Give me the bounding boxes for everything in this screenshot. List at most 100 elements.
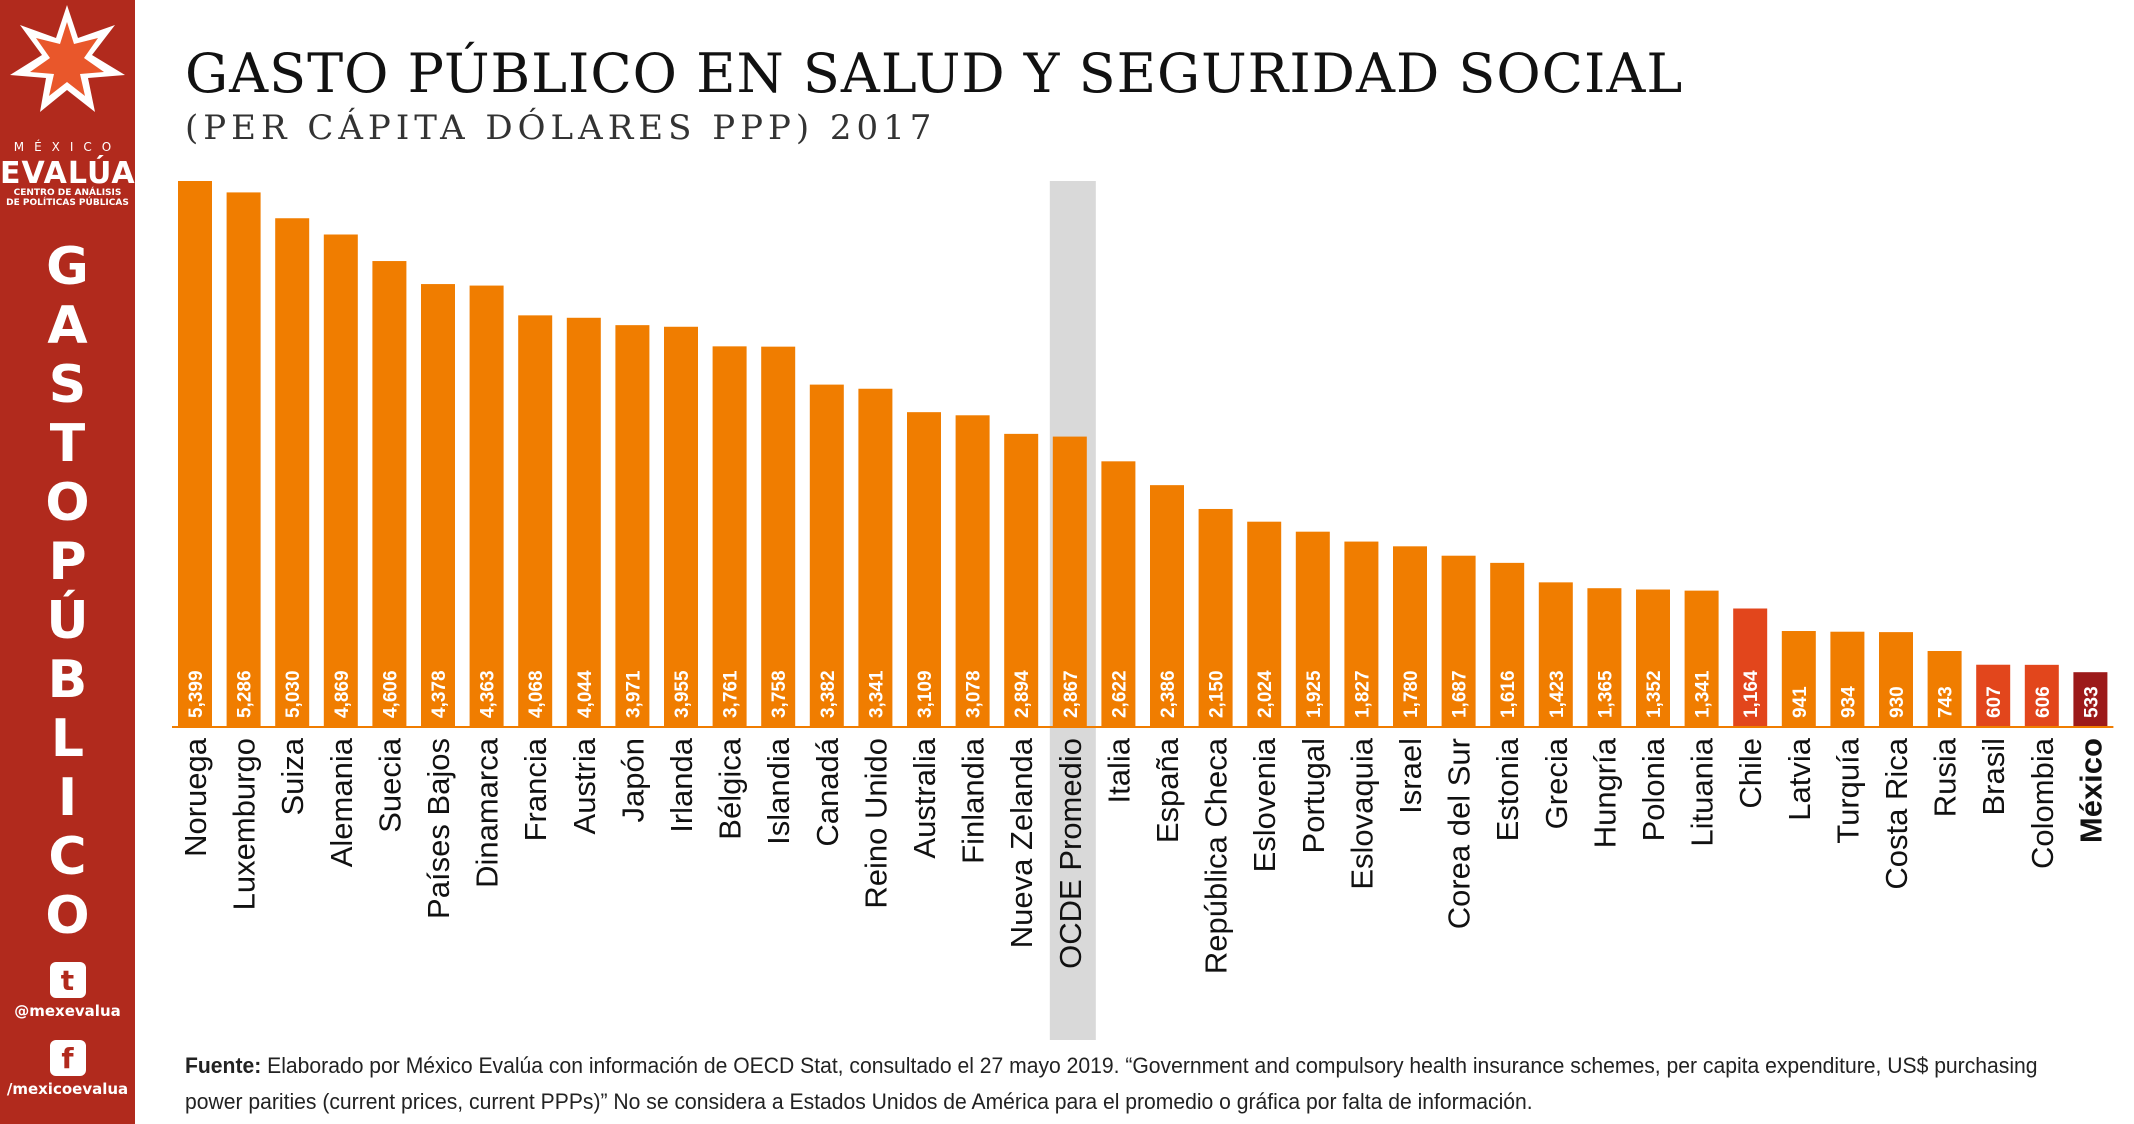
category-label: Portugal [1296, 738, 1331, 853]
data-label: 3,078 [964, 670, 985, 718]
category-label: Alemania [324, 737, 359, 867]
vertical-letter: I [57, 768, 78, 828]
category-label: Islandia [761, 737, 796, 845]
category-label: Polonia [1636, 737, 1671, 841]
data-label: 3,761 [721, 670, 742, 718]
bar [1393, 546, 1427, 726]
brand-subtitle-line-1: CENTRO DE ANÁLISIS [13, 188, 122, 198]
category-label: Israel [1393, 738, 1428, 814]
data-label: 3,758 [769, 670, 790, 718]
data-label: 2,894 [1012, 670, 1033, 718]
sidebar: MÉXICO EVALÚA CENTRO DE ANÁLISIS DE POLÍ… [0, 0, 135, 1124]
vertical-letter: C [48, 827, 87, 887]
category-label: Rusia [1928, 737, 1963, 817]
bar [1052, 436, 1087, 726]
category-label: Corea del Sur [1442, 738, 1477, 929]
source-text: Elaborado por México Evalúa con informac… [185, 1053, 2038, 1114]
data-label: 4,044 [575, 670, 596, 718]
bar [178, 181, 212, 726]
bar [469, 285, 504, 726]
brand-top: MÉXICO [13, 140, 122, 154]
bar [1247, 521, 1282, 726]
vertical-letter: G [46, 237, 89, 297]
category-label: República Checa [1199, 737, 1234, 974]
category-label: Chile [1733, 738, 1768, 809]
facebook-handle: /mexicoevalua [6, 1080, 129, 1098]
vertical-letter: T [49, 414, 86, 474]
facebook-link[interactable]: f /mexicoevalua [0, 1040, 135, 1098]
category-label: Nueva Zelanda [1004, 737, 1039, 948]
bar [1004, 433, 1039, 726]
bar [1490, 562, 1525, 726]
data-label: 1,616 [1498, 670, 1519, 718]
bar [907, 412, 941, 726]
data-label: 1,352 [1644, 670, 1665, 718]
twitter-link[interactable]: t @mexevalua [0, 962, 135, 1020]
brand-subtitle: CENTRO DE ANÁLISIS DE POLÍTICAS PÚBLICAS [0, 188, 135, 208]
category-label: Australia [907, 737, 942, 858]
category-label: Reino Unido [858, 738, 893, 909]
bar [1684, 590, 1719, 726]
category-label: Colombia [2025, 737, 2060, 869]
vertical-letter: Ú [46, 591, 89, 651]
category-label: Turquía [1830, 737, 1865, 843]
bar [1976, 664, 2011, 726]
bar [1927, 650, 1962, 726]
bar [761, 346, 796, 726]
source-label: Fuente: [185, 1053, 262, 1078]
category-label: Bélgica [713, 737, 748, 839]
data-label: 2,024 [1255, 670, 1276, 718]
bar [955, 415, 990, 726]
bar [566, 317, 601, 726]
chart-subtitle: (PER CÁPITA DÓLARES PPP) 2017 [185, 108, 937, 148]
bar [518, 315, 553, 726]
category-label: Países Bajos [421, 738, 456, 919]
category-label: Finlandia [956, 737, 991, 864]
facebook-icon: f [49, 1040, 86, 1076]
twitter-icon: t [49, 962, 86, 998]
data-label: 941 [1790, 686, 1811, 718]
data-label: 4,869 [332, 670, 353, 718]
bar [1150, 485, 1184, 726]
category-label: España [1150, 737, 1185, 843]
data-label: 5,030 [283, 670, 304, 718]
bar [664, 326, 698, 726]
bar [421, 284, 455, 726]
category-label: Japón [615, 738, 650, 822]
category-label: Estonia [1490, 737, 1525, 841]
brand-name: EVALÚA [0, 156, 136, 191]
bar [1101, 461, 1136, 726]
data-label: 4,068 [526, 670, 547, 718]
data-label: 3,971 [623, 670, 644, 718]
category-label: Noruega [178, 737, 213, 857]
data-label: 3,341 [866, 670, 887, 718]
category-label: Latvia [1782, 737, 1817, 820]
data-label: 4,378 [429, 670, 450, 718]
data-label: 3,109 [915, 670, 936, 718]
data-label: 533 [2081, 686, 2102, 718]
vertical-letter: B [47, 650, 88, 710]
data-label: 930 [1887, 686, 1908, 718]
data-label: 607 [1984, 686, 2005, 718]
category-label: Italia [1101, 737, 1136, 803]
data-label: 5,399 [186, 670, 207, 718]
chart-title: GASTO PÚBLICO EN SALUD Y SEGURIDAD SOCIA… [185, 42, 1684, 105]
category-label: México [2073, 738, 2108, 843]
vertical-letter: A [47, 296, 88, 356]
data-label: 934 [1838, 686, 1859, 718]
category-label: Hungría [1587, 737, 1622, 848]
data-label: 1,687 [1450, 670, 1471, 718]
data-label: 2,867 [1061, 670, 1082, 718]
bar [2073, 672, 2108, 726]
bar [1538, 582, 1573, 726]
data-label: 4,363 [478, 670, 499, 718]
category-label: Grecia [1539, 737, 1574, 829]
bar [1733, 608, 1768, 726]
bar-chart: 5,399 Noruega 5,286 Luxemburgo 5,030 Suiza 4,8… [172, 181, 2114, 1040]
twitter-handle: @mexevalua [14, 1002, 121, 1020]
bar [1198, 508, 1233, 726]
vertical-letter: S [48, 355, 87, 415]
category-label: Lituania [1685, 737, 1720, 846]
data-label: 1,925 [1304, 670, 1325, 718]
